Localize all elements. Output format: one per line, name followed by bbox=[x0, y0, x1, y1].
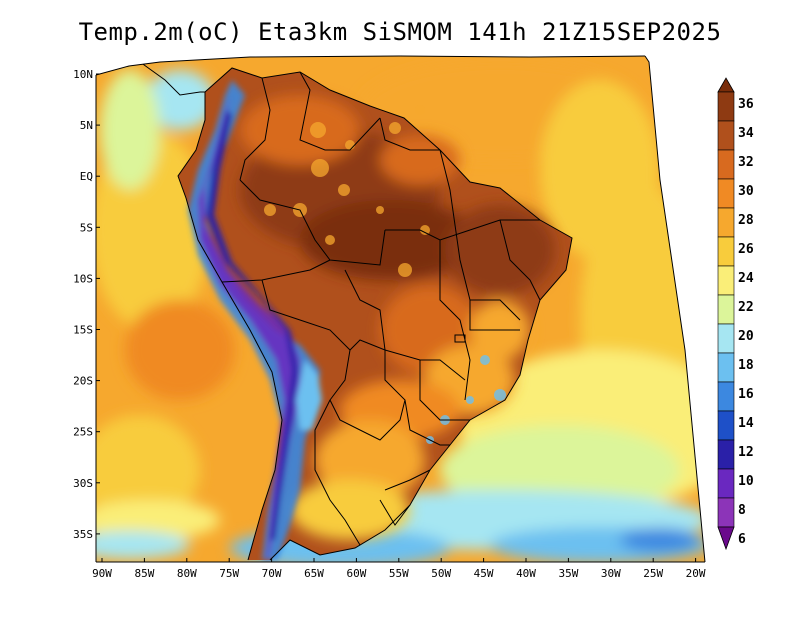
colorbar-label: 26 bbox=[738, 242, 754, 257]
colorbar-swatch bbox=[717, 91, 735, 122]
colorbar-swatch bbox=[717, 352, 735, 383]
colorbar-label: 18 bbox=[738, 358, 754, 373]
colorbar-swatch bbox=[717, 207, 735, 238]
lon-tick-label: 85W bbox=[134, 567, 154, 580]
temperature-field bbox=[96, 56, 705, 562]
lat-tick-label: 15S bbox=[73, 324, 93, 337]
colorbar-label: 20 bbox=[738, 329, 754, 344]
colorbar-label: 24 bbox=[738, 271, 754, 286]
lon-tick-label: 25W bbox=[643, 567, 663, 580]
colorbar-swatch bbox=[717, 439, 735, 470]
colorbar-label: 30 bbox=[738, 184, 754, 199]
lon-tick-label: 75W bbox=[219, 567, 239, 580]
country-borders bbox=[139, 61, 573, 561]
lat-tick-label: 5S bbox=[80, 221, 93, 234]
colorbar-label: 32 bbox=[738, 155, 754, 170]
lat-tick-label: 35S bbox=[73, 528, 93, 541]
lon-tick-label: 80W bbox=[177, 567, 197, 580]
colorbar-swatch bbox=[717, 323, 735, 354]
colorbar-label: 14 bbox=[738, 416, 754, 431]
lon-tick-label: 90W bbox=[92, 567, 112, 580]
colorbar-swatch bbox=[717, 120, 735, 151]
lat-tick-label: 10N bbox=[73, 68, 93, 81]
lat-tick-label: 30S bbox=[73, 477, 93, 490]
colorbar-swatch bbox=[717, 381, 735, 412]
colorbar-top-arrow bbox=[717, 77, 735, 93]
colorbar-label: 8 bbox=[738, 503, 746, 518]
lon-tick-label: 45W bbox=[474, 567, 494, 580]
colorbar-swatch bbox=[717, 410, 735, 441]
map-title: Temp.2m(oC) Eta3km SiSMOM 141h 21Z15SEP2… bbox=[78, 18, 722, 46]
lon-tick-label: 70W bbox=[262, 567, 282, 580]
colorbar: 36 34 32 30 28 26 24 22 20 18 16 14 12 10 8 6 bbox=[717, 77, 754, 551]
colorbar-label: 10 bbox=[738, 474, 754, 489]
colorbar-swatch bbox=[717, 149, 735, 180]
colorbar-swatch bbox=[717, 265, 735, 296]
lon-tick-label: 60W bbox=[346, 567, 366, 580]
lat-tick-label: EQ bbox=[80, 170, 93, 183]
colorbar-label: 16 bbox=[738, 387, 754, 402]
lat-tick-label: 5N bbox=[80, 119, 93, 132]
colorbar-bottom-arrow bbox=[717, 526, 735, 551]
lat-tick-label: 10S bbox=[73, 272, 93, 285]
colorbar-swatch bbox=[717, 294, 735, 325]
lat-tick-label: 25S bbox=[73, 426, 93, 439]
colorbar-swatch bbox=[717, 497, 735, 528]
colorbar-label: 36 bbox=[738, 97, 754, 112]
lat-tick-label: 20S bbox=[73, 375, 93, 388]
lon-tick-label: 20W bbox=[686, 567, 706, 580]
lon-tick-label: 30W bbox=[601, 567, 621, 580]
lon-tick-label: 50W bbox=[431, 567, 451, 580]
lon-tick-label: 35W bbox=[558, 567, 578, 580]
colorbar-swatch bbox=[717, 178, 735, 209]
colorbar-swatch bbox=[717, 468, 735, 499]
lon-tick-label: 40W bbox=[516, 567, 536, 580]
colorbar-label: 28 bbox=[738, 213, 754, 228]
lon-tick-label: 55W bbox=[389, 567, 409, 580]
latitude-axis: 10N 5N EQ 5S 10S 15S 20S 25S 30S 35S bbox=[73, 68, 100, 541]
colorbar-label: 6 bbox=[738, 532, 746, 547]
colorbar-label: 22 bbox=[738, 300, 754, 315]
colorbar-swatch bbox=[717, 236, 735, 267]
colorbar-label: 34 bbox=[738, 126, 754, 141]
colorbar-label: 12 bbox=[738, 445, 754, 460]
lon-tick-label: 65W bbox=[304, 567, 324, 580]
longitude-axis: 90W 85W 80W 75W 70W 65W 60W 55W 50W 45W 40W 35W 30W 2… bbox=[92, 558, 706, 580]
